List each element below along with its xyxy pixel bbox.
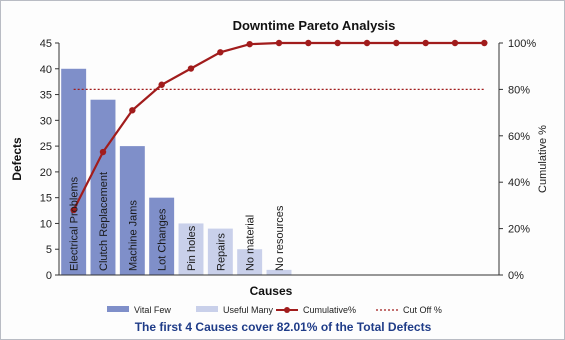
cumulative-point bbox=[422, 39, 429, 47]
cumulative-point bbox=[481, 39, 488, 47]
category-label: Lot Changes bbox=[157, 208, 169, 271]
cumulative-point bbox=[217, 49, 224, 56]
legend-swatch bbox=[196, 306, 218, 312]
cumulative-point bbox=[158, 81, 165, 88]
bar bbox=[178, 223, 204, 275]
bar bbox=[207, 228, 233, 275]
legend-label: Cumulative% bbox=[303, 305, 356, 315]
y2-tick-label: 0% bbox=[508, 270, 524, 282]
y2-tick-label: 100% bbox=[508, 38, 536, 50]
cumulative-point bbox=[451, 39, 459, 47]
y2-tick-label: 40% bbox=[508, 177, 530, 189]
cumulative-point bbox=[187, 65, 195, 72]
cumulative-point bbox=[363, 39, 371, 47]
category-label: Repairs bbox=[215, 233, 227, 271]
y-tick-label: 30 bbox=[40, 115, 52, 127]
bar bbox=[119, 146, 145, 275]
cumulative-point bbox=[246, 40, 253, 48]
category-label: Clutch Replacement bbox=[98, 172, 110, 271]
category-label: No resources bbox=[274, 205, 286, 271]
y-tick-label: 40 bbox=[40, 64, 52, 76]
cumulative-point bbox=[99, 148, 107, 156]
y-axis-title: Defects bbox=[10, 137, 24, 181]
y-tick-label: 20 bbox=[40, 167, 52, 179]
y2-axis-title: Cumulative % bbox=[537, 125, 549, 193]
lines-layer bbox=[70, 39, 488, 214]
bar bbox=[90, 99, 116, 275]
x-axis-title: Causes bbox=[250, 284, 293, 298]
category-labels: Electrical Problems Clutch Replacement Mac… bbox=[69, 172, 286, 271]
legend-swatch-marker bbox=[284, 307, 290, 313]
y2-tick-label: 80% bbox=[508, 84, 530, 96]
chart-title: Downtime Pareto Analysis bbox=[233, 18, 396, 33]
y2-tick-label: 20% bbox=[508, 224, 530, 236]
cumulative-point bbox=[305, 39, 312, 47]
cumulative-point bbox=[70, 206, 77, 214]
legend-label: Vital Few bbox=[134, 305, 171, 315]
footer-note: The first 4 Causes cover 82.01% of the T… bbox=[135, 320, 432, 334]
cumulative-point bbox=[393, 39, 400, 47]
y-tick-label: 45 bbox=[40, 38, 52, 50]
legend-label: Cut Off % bbox=[403, 305, 442, 315]
category-label: No material bbox=[245, 215, 257, 271]
category-label: Electrical Problems bbox=[69, 176, 81, 271]
legend: Vital Few Useful Many Cumulative% Cut Off % bbox=[107, 305, 442, 315]
bars-layer bbox=[61, 68, 292, 276]
axes-layer: 0 5 10 15 20 25 30 35 40 45 0% 20% 40% 60% 80% 100% bbox=[40, 38, 537, 282]
y-tick-label: 5 bbox=[46, 244, 52, 256]
bar bbox=[61, 68, 87, 276]
y-tick-label: 10 bbox=[40, 218, 52, 230]
cumulative-point bbox=[334, 39, 341, 47]
bar bbox=[266, 269, 292, 275]
category-label: Machine Jams bbox=[127, 200, 139, 271]
category-label: Pin holes bbox=[186, 225, 198, 271]
y-tick-label: 15 bbox=[40, 193, 52, 205]
bar bbox=[237, 249, 263, 275]
legend-swatch bbox=[107, 306, 129, 312]
bar bbox=[149, 197, 175, 275]
legend-label: Useful Many bbox=[223, 305, 274, 315]
y-tick-label: 0 bbox=[46, 270, 52, 282]
y-tick-label: 25 bbox=[40, 141, 52, 153]
cumulative-point bbox=[275, 39, 283, 47]
cumulative-point bbox=[129, 107, 136, 114]
y2-tick-label: 60% bbox=[508, 131, 530, 143]
y-tick-label: 35 bbox=[40, 90, 52, 102]
